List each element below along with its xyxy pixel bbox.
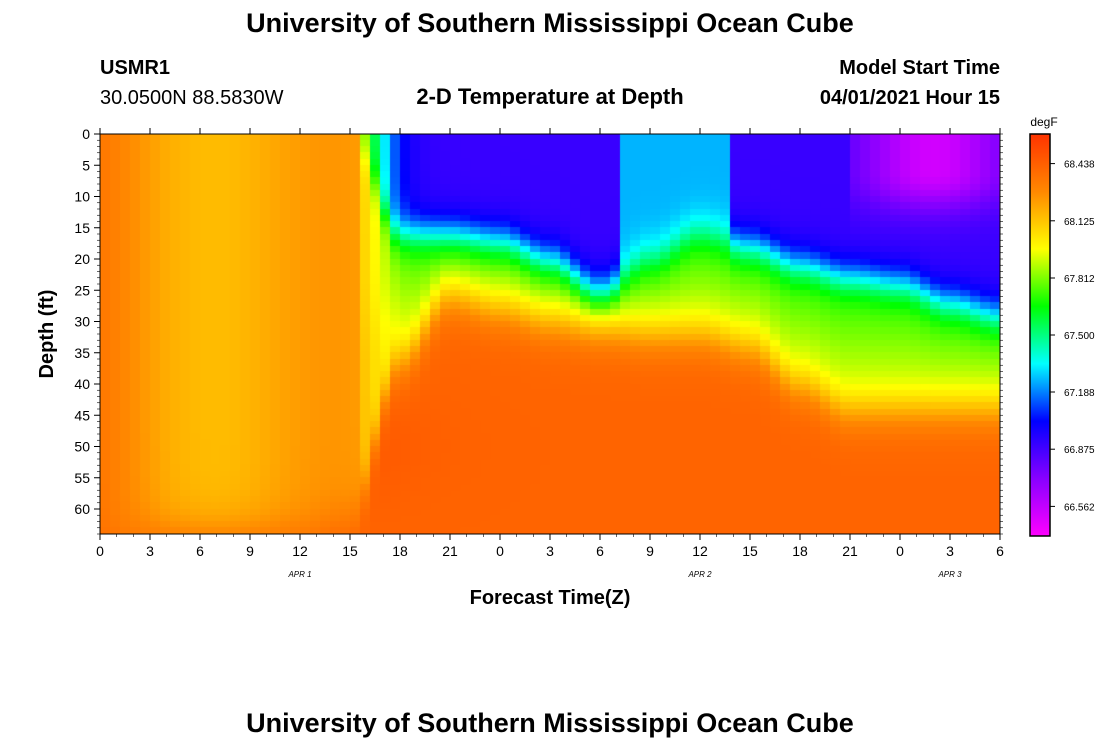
y-tick-label: 45 xyxy=(74,407,90,423)
y-tick-label: 50 xyxy=(74,439,90,455)
y-tick-label: 10 xyxy=(74,189,90,205)
date-label: APR 1 xyxy=(287,570,311,579)
y-axis: 0 5 10 15 20 25 30 35 40 45 50 55 60 xyxy=(74,126,1003,535)
x-tick-label: 3 xyxy=(946,543,954,559)
top-title: University of Southern Mississippi Ocean… xyxy=(246,8,854,38)
bottom-title: University of Southern Mississippi Ocean… xyxy=(246,708,854,738)
station-id: USMR1 xyxy=(100,57,171,79)
date-label: APR 2 xyxy=(687,570,712,579)
model-start-value: 04/01/2021 Hour 15 xyxy=(819,87,1000,109)
y-tick-label: 30 xyxy=(74,314,90,330)
plot-title: 2-D Temperature at Depth xyxy=(416,84,684,109)
x-tick-label: 6 xyxy=(996,543,1004,559)
x-axis: 0 3 6 9 12 15 18 21 0 3 6 9 12 15 18 21 0 3 6 APR 1 APR 2 APR… xyxy=(96,128,1004,579)
x-axis-label: Forecast Time(Z) xyxy=(470,587,631,609)
colorbar-tick-label: 66.562 xyxy=(1064,502,1095,513)
x-tick-label: 15 xyxy=(342,543,358,559)
date-label: APR 3 xyxy=(937,570,962,579)
x-tick-label: 6 xyxy=(196,543,204,559)
colorbar-tick-label: 68.438 xyxy=(1064,160,1095,171)
x-tick-label: 3 xyxy=(546,543,554,559)
colorbar-tick-label: 67.500 xyxy=(1064,331,1095,342)
x-tick-label: 9 xyxy=(646,543,654,559)
y-tick-label: 55 xyxy=(74,470,90,486)
x-tick-label: 0 xyxy=(496,543,504,559)
y-tick-label: 60 xyxy=(74,501,90,517)
colorbar-gradient xyxy=(1029,133,1051,537)
y-tick-label: 35 xyxy=(74,345,90,361)
y-tick-label: 25 xyxy=(74,282,90,298)
x-tick-label: 9 xyxy=(246,543,254,559)
x-tick-label: 12 xyxy=(692,543,708,559)
y-tick-label: 5 xyxy=(82,157,90,173)
x-tick-label: 21 xyxy=(442,543,458,559)
colorbar-tick-label: 67.812 xyxy=(1064,274,1095,285)
heatmap-canvas xyxy=(100,134,1000,534)
x-tick-label: 18 xyxy=(392,543,408,559)
x-tick-label: 21 xyxy=(842,543,858,559)
model-start-label: Model Start Time xyxy=(839,57,1000,79)
y-tick-label: 40 xyxy=(74,376,90,392)
colorbar-tick-label: 66.875 xyxy=(1064,445,1095,456)
colorbar: degF 68.438 68.125 67.812 67.500 67.188 66.87… xyxy=(1029,115,1095,537)
x-tick-label: 3 xyxy=(146,543,154,559)
station-coords: 30.0500N 88.5830W xyxy=(100,87,284,109)
y-tick-label: 15 xyxy=(74,220,90,236)
y-tick-label: 20 xyxy=(74,251,90,267)
colorbar-unit: degF xyxy=(1030,115,1057,129)
x-tick-label: 0 xyxy=(896,543,904,559)
x-tick-label: 18 xyxy=(792,543,808,559)
x-tick-label: 12 xyxy=(292,543,308,559)
y-tick-label: 0 xyxy=(82,126,90,142)
x-tick-label: 0 xyxy=(96,543,104,559)
y-axis-label: Depth (ft) xyxy=(36,290,58,379)
x-tick-label: 6 xyxy=(596,543,604,559)
heatmap-plot-area xyxy=(99,133,1001,535)
x-tick-label: 15 xyxy=(742,543,758,559)
colorbar-tick-label: 67.188 xyxy=(1064,388,1095,399)
colorbar-tick-label: 68.125 xyxy=(1064,217,1095,228)
